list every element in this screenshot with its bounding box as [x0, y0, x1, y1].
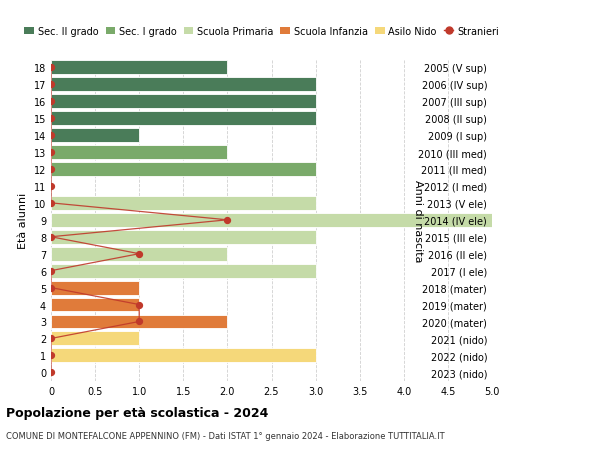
Bar [51, 213, 492, 227]
Bar [51, 129, 139, 143]
Point [134, 318, 144, 325]
Bar [51, 78, 316, 92]
Point [46, 183, 56, 190]
Bar [51, 146, 227, 160]
Point [223, 217, 232, 224]
Point [46, 268, 56, 275]
Bar [51, 162, 316, 177]
Point [46, 149, 56, 157]
Point [46, 335, 56, 342]
Point [46, 64, 56, 72]
Bar [51, 349, 316, 363]
Text: COMUNE DI MONTEFALCONE APPENNINO (FM) - Dati ISTAT 1° gennaio 2024 - Elaborazion: COMUNE DI MONTEFALCONE APPENNINO (FM) - … [6, 431, 445, 441]
Y-axis label: Anni di nascita: Anni di nascita [413, 179, 423, 262]
Point [46, 200, 56, 207]
Point [46, 166, 56, 173]
Bar [51, 264, 316, 278]
Point [46, 132, 56, 140]
Point [134, 251, 144, 258]
Bar [51, 95, 316, 109]
Y-axis label: Età alunni: Età alunni [18, 192, 28, 248]
Point [46, 369, 56, 376]
Point [46, 98, 56, 106]
Bar [51, 315, 227, 329]
Point [46, 81, 56, 89]
Bar [51, 196, 316, 210]
Point [46, 352, 56, 359]
Bar [51, 112, 316, 126]
Bar [51, 281, 139, 295]
Bar [51, 247, 227, 261]
Point [134, 301, 144, 308]
Text: Popolazione per età scolastica - 2024: Popolazione per età scolastica - 2024 [6, 406, 268, 419]
Legend: Sec. II grado, Sec. I grado, Scuola Primaria, Scuola Infanzia, Asilo Nido, Stran: Sec. II grado, Sec. I grado, Scuola Prim… [20, 23, 503, 40]
Bar [51, 230, 316, 244]
Bar [51, 332, 139, 346]
Point [46, 115, 56, 123]
Point [46, 234, 56, 241]
Bar [51, 61, 227, 75]
Point [46, 284, 56, 291]
Bar [51, 298, 139, 312]
